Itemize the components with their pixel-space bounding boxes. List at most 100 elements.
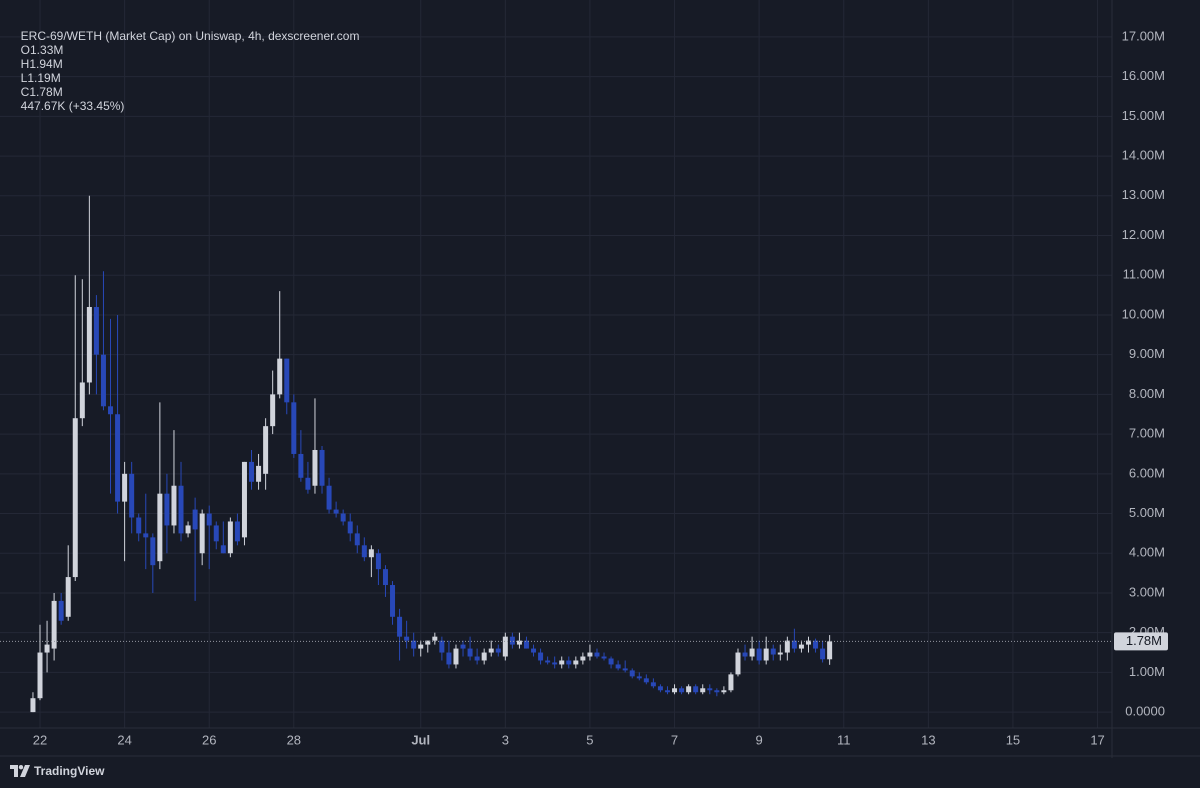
candle-body: [411, 640, 417, 649]
candle-body: [488, 648, 494, 653]
candle-body: [227, 521, 233, 554]
x-tick-label: 5: [586, 732, 593, 747]
candle-body: [108, 406, 114, 415]
x-tick-label: 28: [287, 732, 301, 747]
candle-body: [820, 648, 826, 660]
candle-body: [777, 652, 783, 655]
candle-body: [594, 652, 600, 657]
candle-body: [340, 513, 346, 522]
candle-body: [552, 662, 558, 665]
ohlc-open: O1.33M: [20, 43, 64, 57]
candle-body: [700, 688, 706, 693]
y-tick-label: 0.0000: [1125, 704, 1165, 719]
candle-body: [263, 426, 269, 474]
candle-body: [531, 648, 537, 653]
candle-body: [827, 641, 833, 660]
candle-body: [657, 686, 663, 691]
candle-body: [178, 485, 184, 534]
candle-body: [72, 418, 78, 578]
ohlc-close: C1.78M: [20, 85, 63, 99]
candle-body: [573, 660, 579, 665]
candle-body: [354, 533, 360, 546]
candle-body: [495, 648, 501, 653]
candle-body: [305, 477, 311, 490]
candle-body: [86, 307, 92, 383]
candle-body: [650, 682, 656, 687]
candle-body: [30, 698, 36, 713]
candle-body: [664, 690, 670, 693]
candle-body: [502, 636, 508, 657]
y-tick-label: 6.00M: [1129, 465, 1165, 480]
candle-body: [587, 652, 593, 657]
candle-body: [44, 644, 50, 653]
candle-body: [171, 485, 177, 526]
x-tick-label: 9: [756, 732, 763, 747]
candle-body: [742, 652, 748, 657]
x-tick-label: 22: [33, 732, 47, 747]
candle-body: [185, 525, 191, 534]
y-tick-label: 11.00M: [1123, 267, 1165, 282]
candle-body: [93, 307, 99, 355]
candle-body: [100, 354, 106, 407]
candle-body: [791, 640, 797, 649]
ohlc-high: H1.94M: [20, 57, 63, 71]
candle-body: [284, 358, 290, 403]
candle-body: [397, 616, 403, 637]
candle-body: [608, 658, 614, 665]
candle-body: [277, 358, 283, 395]
candle-body: [798, 644, 804, 649]
grid: [0, 0, 1112, 728]
y-tick-label: 5.00M: [1129, 505, 1165, 520]
candle-body: [580, 656, 586, 661]
candle-body: [37, 652, 43, 699]
y-tick-label: 7.00M: [1129, 426, 1165, 441]
candle-body: [326, 485, 332, 510]
legend-header: ERC-69/WETH (Market Cap) on Uniswap, 4h,…: [14, 15, 365, 113]
brand-name: TradingView: [34, 764, 105, 778]
x-tick-label: 17: [1090, 732, 1104, 747]
candle-body: [643, 678, 649, 683]
candle-body: [629, 670, 635, 677]
candle-body: [679, 688, 685, 693]
candle-body: [467, 648, 473, 657]
last-price-box: [1114, 632, 1168, 651]
candle-body: [361, 545, 367, 558]
candle-body: [446, 652, 452, 665]
candle-body: [164, 493, 170, 526]
candle-body: [291, 402, 297, 454]
y-tick-label: 10.00M: [1122, 306, 1165, 321]
y-tick-label: 15.00M: [1122, 108, 1165, 123]
candle-body: [136, 517, 142, 534]
y-tick-label: 9.00M: [1129, 346, 1165, 361]
candle-body: [636, 676, 642, 679]
candle-body: [784, 640, 790, 653]
candle-body: [157, 493, 163, 562]
candle-body: [538, 652, 544, 661]
candle-body: [143, 533, 149, 538]
candle-body: [566, 660, 572, 665]
candle-body: [192, 509, 198, 530]
candle-body: [622, 668, 628, 671]
y-tick-label: 12.00M: [1122, 227, 1165, 242]
candle-body: [390, 585, 396, 617]
candle-body: [256, 465, 262, 482]
candle-body: [453, 648, 459, 665]
brand[interactable]: TradingView: [10, 764, 104, 778]
change: 447.67K (+33.45%): [20, 99, 125, 113]
candle-body: [129, 473, 135, 518]
candle-body: [220, 545, 226, 554]
candles: [0, 195, 1112, 713]
candle-body: [749, 648, 755, 657]
candle-body: [206, 513, 212, 526]
candle-body: [601, 656, 607, 659]
y-tick-label: 17.00M: [1122, 28, 1165, 43]
candle-body: [545, 660, 551, 663]
candle-body: [312, 449, 318, 486]
candle-body: [523, 640, 529, 649]
candle-body: [241, 461, 247, 538]
candle-body: [516, 640, 522, 645]
candle-body: [481, 652, 487, 661]
candle-body: [460, 644, 466, 649]
candle-body: [756, 648, 762, 661]
